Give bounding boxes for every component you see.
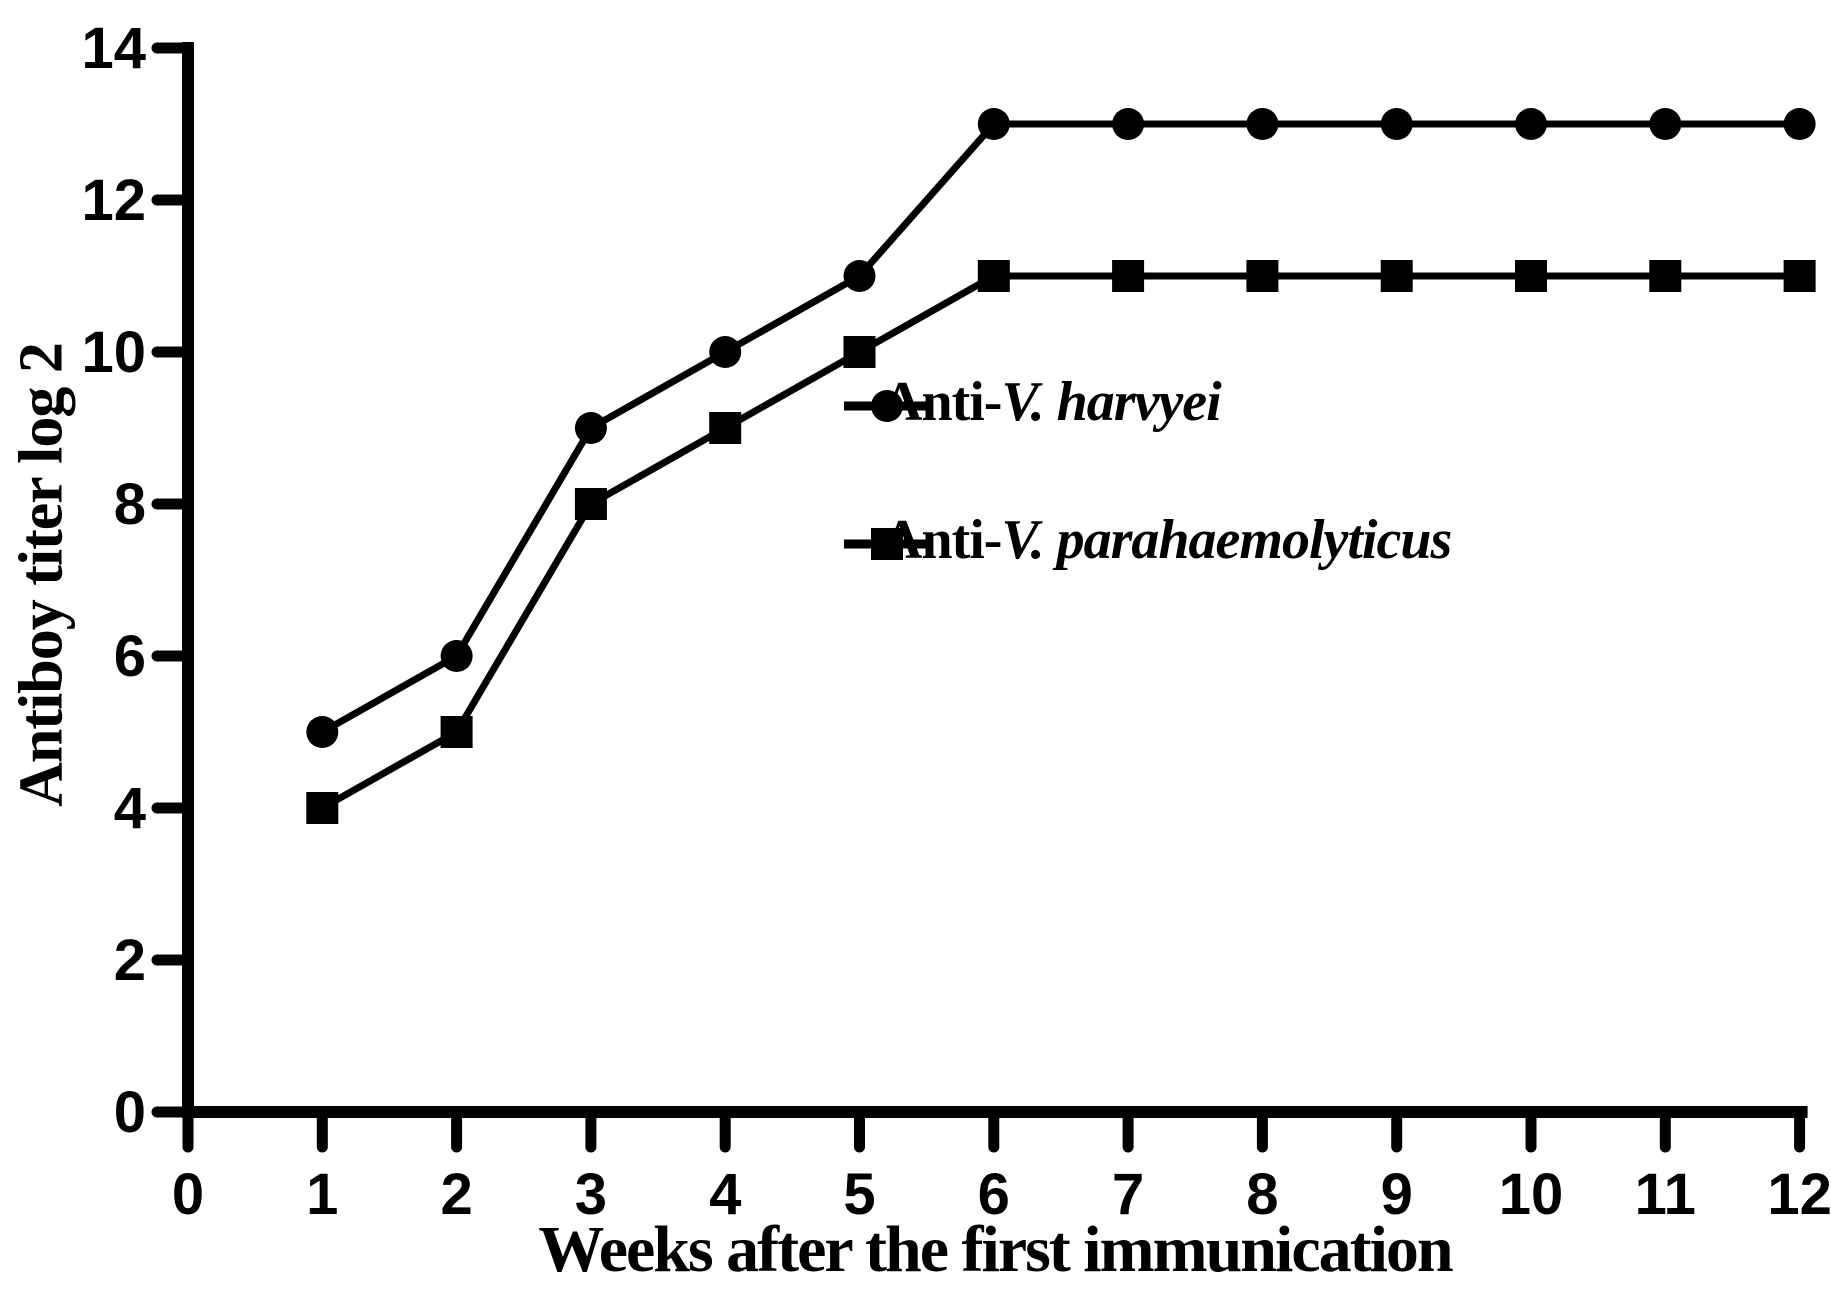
x-tick-label: 3: [575, 1162, 607, 1227]
legend-item-harvyei: Anti-V. harvyei: [842, 370, 1222, 434]
data-point-square-anti-v-parahaemolyticus: [977, 260, 1010, 292]
legend-item-parahaemolyticus: Anti-V. parahaemolyticus: [842, 508, 1452, 572]
legend-label: Anti-V. parahaemolyticus: [882, 508, 1452, 572]
y-tick-label: 14: [81, 16, 146, 81]
x-tick-label: 5: [843, 1162, 875, 1227]
data-point-circle-anti-v-harvyei: [709, 336, 742, 368]
x-tick-label: 7: [1112, 1162, 1144, 1227]
data-point-circle-anti-v-harvyei: [1515, 108, 1547, 140]
x-tick-label: 0: [172, 1162, 204, 1227]
y-tick-label: 4: [114, 776, 146, 841]
data-point-square-anti-v-parahaemolyticus: [1112, 260, 1145, 292]
data-point-square-anti-v-parahaemolyticus: [843, 336, 876, 368]
data-point-square-anti-v-parahaemolyticus: [1246, 260, 1279, 292]
data-point-circle-anti-v-harvyei: [1783, 108, 1816, 140]
x-tick-label: 8: [1246, 1162, 1278, 1227]
x-tick-label: 1: [306, 1162, 338, 1227]
series-line-anti-v-harvyei: [320, 120, 1800, 736]
data-point-circle-anti-v-harvyei: [1380, 108, 1413, 140]
x-tick-label: 11: [1635, 1162, 1696, 1227]
data-point-square-anti-v-parahaemolyticus: [1515, 260, 1547, 292]
x-tick-label: 2: [440, 1162, 472, 1227]
data-point-circle-anti-v-harvyei: [440, 640, 473, 672]
x-tick-label: 10: [1499, 1162, 1564, 1227]
legend-square-glyph: [871, 528, 903, 560]
data-point-circle-anti-v-harvyei: [1246, 108, 1279, 140]
legend-label-species: V. parahaemolyticus: [1001, 509, 1452, 571]
data-point-square-anti-v-parahaemolyticus: [1380, 260, 1413, 292]
legend-label-species: V. harvyei: [1001, 371, 1221, 433]
y-tick-label: 0: [114, 1080, 146, 1145]
y-tick-label: 2: [114, 928, 146, 993]
y-tick-label: 8: [114, 472, 146, 537]
y-tick-label: 12: [81, 168, 146, 233]
data-point-circle-anti-v-harvyei: [977, 108, 1010, 140]
x-tick-label: 4: [709, 1162, 741, 1227]
data-point-square-anti-v-parahaemolyticus: [709, 412, 742, 444]
data-point-circle-anti-v-harvyei: [843, 260, 876, 292]
data-point-square-anti-v-parahaemolyticus: [1649, 260, 1682, 292]
data-point-square-anti-v-parahaemolyticus: [574, 488, 607, 520]
legend-marker-square-icon: [844, 528, 930, 560]
legend-circle-glyph: [871, 390, 903, 422]
legend-marker-circle-icon: [844, 390, 930, 422]
data-point-square-anti-v-parahaemolyticus: [1783, 260, 1816, 292]
data-point-circle-anti-v-harvyei: [306, 716, 339, 748]
y-tick-label: 6: [114, 624, 146, 689]
data-point-circle-anti-v-harvyei: [1649, 108, 1682, 140]
x-tick-label: 6: [978, 1162, 1010, 1227]
x-axis-title: Weeks after the first immunication: [538, 1213, 1453, 1286]
x-tick-label: 9: [1381, 1162, 1413, 1227]
x-tick-label: 12: [1767, 1162, 1831, 1227]
series-line-anti-v-parahaemolyticus: [320, 272, 1800, 812]
data-point-square-anti-v-parahaemolyticus: [440, 716, 473, 748]
y-axis-title: Antiboy titer log 2: [7, 343, 76, 807]
y-tick-label: 10: [81, 320, 146, 385]
data-point-circle-anti-v-harvyei: [1112, 108, 1145, 140]
data-point-square-anti-v-parahaemolyticus: [306, 792, 339, 824]
data-point-circle-anti-v-harvyei: [574, 412, 607, 444]
